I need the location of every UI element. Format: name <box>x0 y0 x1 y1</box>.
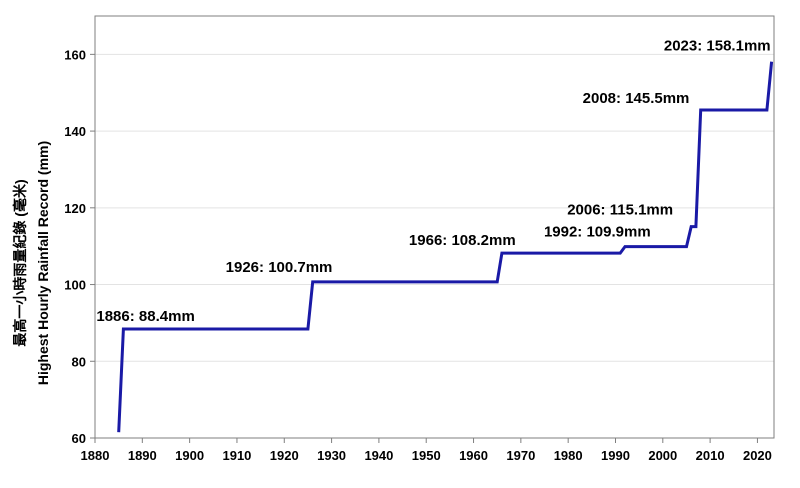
y-tick-label: 60 <box>72 431 86 446</box>
x-tick-label: 1940 <box>364 448 393 463</box>
x-tick-label: 1900 <box>175 448 204 463</box>
y-axis-label: Highest Hourly Rainfall Record (mm) <box>35 141 51 385</box>
data-annotation: 1926: 100.7mm <box>226 259 333 276</box>
x-tick-label: 1980 <box>554 448 583 463</box>
x-tick-label: 2010 <box>696 448 725 463</box>
x-tick-label: 1960 <box>459 448 488 463</box>
x-tick-label: 2020 <box>743 448 772 463</box>
x-tick-label: 1990 <box>601 448 630 463</box>
x-tick-label: 1890 <box>128 448 157 463</box>
x-axis-ticks: 1880 1890 1900 1910 1920 1930 1940 1950 1960 1970… <box>81 438 772 463</box>
data-annotation: 2006: 115.1mm <box>567 202 673 219</box>
y-tick-label: 140 <box>64 124 86 139</box>
x-tick-label: 1970 <box>506 448 535 463</box>
y-axis-ticks: 60 80 100 120 140 160 <box>64 47 95 446</box>
x-tick-label: 1950 <box>412 448 441 463</box>
y-axis-label-chinese: 最高一小時雨量紀錄 (毫米) <box>12 179 28 346</box>
x-tick-label: 1910 <box>222 448 251 463</box>
plot-frame <box>94 15 775 439</box>
data-annotation: 1966: 108.2mm <box>409 232 516 249</box>
x-tick-label: 1930 <box>317 448 346 463</box>
y-tick-label: 160 <box>64 47 86 62</box>
y-tick-label: 100 <box>64 278 86 293</box>
data-annotation: 2023: 158.1mm <box>664 38 771 55</box>
y-tick-label: 80 <box>72 354 86 369</box>
series-line <box>117 61 774 433</box>
x-tick-label: 1920 <box>270 448 299 463</box>
data-annotation: 2008: 145.5mm <box>583 90 690 107</box>
annotations: 1886: 88.4mm 1926: 100.7mm 1966: 108.2mm 19… <box>96 38 770 325</box>
data-annotation: 1886: 88.4mm <box>96 308 194 325</box>
grid-lines <box>95 53 774 362</box>
data-annotation: 1992: 109.9mm <box>544 224 651 241</box>
x-tick-label: 1880 <box>81 448 110 463</box>
y-tick-label: 120 <box>64 201 86 216</box>
x-tick-label: 2000 <box>648 448 677 463</box>
